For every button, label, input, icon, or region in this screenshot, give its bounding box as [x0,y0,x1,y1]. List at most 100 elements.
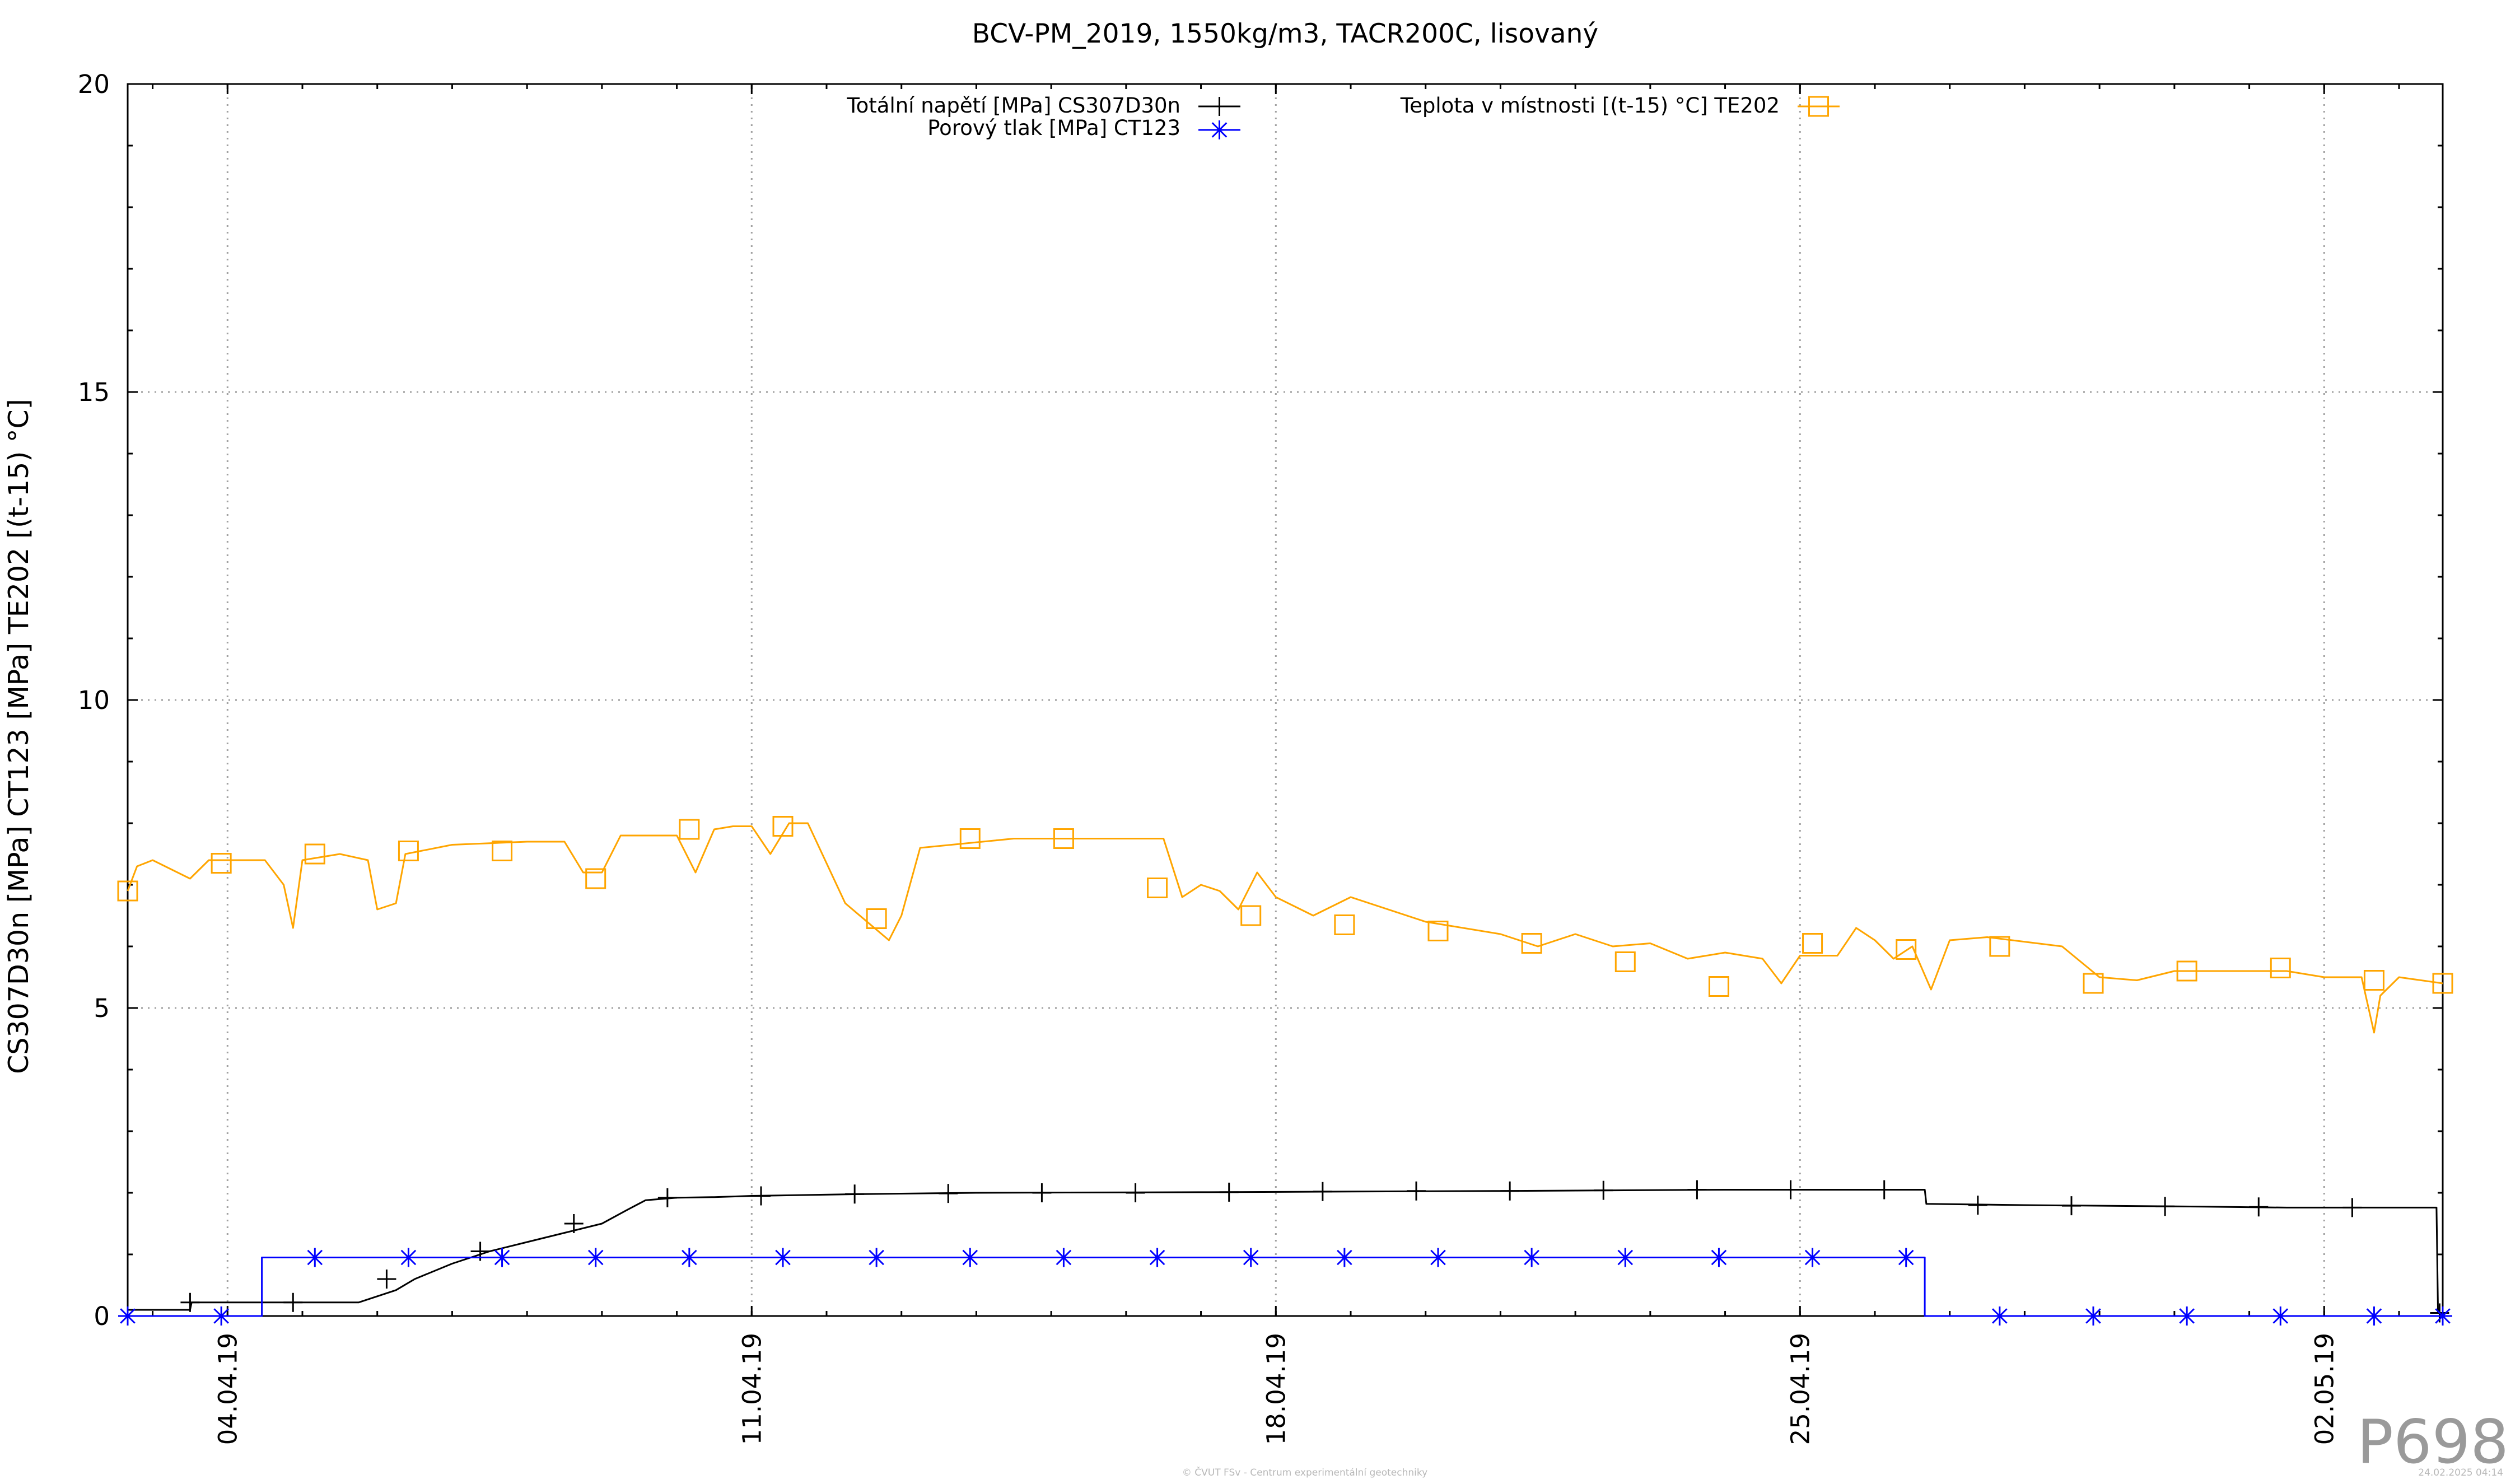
data-point-total-stress [1781,1180,1800,1200]
watermark: P698 [2357,1407,2509,1477]
data-point-room-temperature [1989,936,2010,957]
data-point-total-stress [657,1188,677,1207]
series-layer [117,816,2453,1326]
series-room-temperature [117,816,2453,1034]
data-point-room-temperature [117,880,138,902]
data-point-pore-pressure [586,1248,605,1267]
series-line-room-temperature [127,822,2443,1034]
footer-timestamp: 24.02.2025 04:14 [2418,1467,2503,1478]
y-tick-label: 20 [78,69,110,99]
data-point-room-temperature [866,908,887,929]
data-point-room-temperature [1334,914,1355,935]
x-tick-label: 18.04.19 [1261,1333,1291,1445]
series-line-total-stress [128,1189,2443,1314]
data-point-total-stress [377,1270,396,1289]
data-point-pore-pressure [1990,1306,2009,1326]
data-point-pore-pressure [2084,1306,2103,1326]
data-point-pore-pressure [1896,1248,1916,1267]
x-tick-label: 02.05.19 [2309,1333,2339,1445]
legend-marker-total-stress [1210,97,1229,116]
data-point-total-stress [1594,1180,1613,1200]
data-point-room-temperature [772,816,794,837]
data-point-total-stress [2249,1197,2269,1217]
data-point-pore-pressure [1709,1248,1729,1267]
x-tick-label: 04.04.19 [213,1333,242,1445]
axis-ticks: 0 5 10 15 20 04.04.19 11.04.19 18.04.19 25.04.19… [78,69,2443,1445]
data-point-room-temperature [585,868,606,889]
series-total-stress [128,1180,2449,1323]
footer-copyright: © ČVUT FSv - Centrum experimentální geot… [1182,1466,1427,1478]
data-point-pore-pressure [1054,1248,1074,1267]
data-point-total-stress [1687,1180,1707,1200]
data-point-total-stress [752,1186,771,1206]
data-point-pore-pressure [212,1306,231,1326]
data-point-pore-pressure [1334,1248,1354,1267]
data-point-room-temperature [2176,960,2197,982]
y-tick-label: 15 [78,377,110,407]
data-point-pore-pressure [1147,1248,1167,1267]
x-tick-label: 11.04.19 [737,1333,767,1445]
data-point-pore-pressure [305,1248,325,1267]
legend-label-total-stress: Totální napětí [MPa] CS307D30n [846,94,1180,118]
data-point-room-temperature [2432,973,2453,994]
data-point-room-temperature [1802,933,1823,954]
legend-marker-room-temperature [1808,96,1829,117]
data-point-room-temperature [1053,828,1074,849]
data-point-room-temperature [2083,973,2104,994]
data-point-pore-pressure [2271,1306,2290,1326]
chart-title: BCV-PM_2019, 1550kg/m3, TACR200C, lisova… [972,18,1598,49]
x-tick-label: 25.04.19 [1785,1333,1815,1445]
data-point-total-stress [1313,1182,1332,1201]
y-tick-label: 10 [78,685,110,715]
grid [128,84,2443,1316]
data-point-total-stress [1968,1196,1987,1215]
data-point-pore-pressure [960,1248,980,1267]
data-point-total-stress [939,1184,958,1203]
legend-label-room-temperature: Teplota v místnosti [(t-15) °C] TE202 [1400,94,1780,118]
data-point-pore-pressure [773,1248,792,1267]
data-point-pore-pressure [1803,1248,1822,1267]
y-tick-label: 0 [94,1301,110,1331]
data-point-room-temperature [1708,976,1729,997]
data-point-total-stress [1500,1181,1520,1201]
data-point-pore-pressure [2433,1306,2452,1326]
data-point-total-stress [564,1214,584,1233]
data-point-total-stress [180,1292,200,1312]
data-point-pore-pressure [679,1248,699,1267]
data-point-pore-pressure [118,1306,137,1326]
data-point-room-temperature [492,841,513,861]
data-point-total-stress [2062,1196,2081,1216]
data-point-room-temperature [1521,933,1542,954]
data-point-room-temperature [679,819,700,840]
data-point-pore-pressure [1241,1248,1261,1267]
data-point-total-stress [2155,1197,2175,1216]
data-point-total-stress [845,1184,865,1204]
y-tick-label: 5 [94,993,110,1023]
legend-marker-pore-pressure [1210,120,1229,139]
data-point-room-temperature [1240,905,1262,926]
data-point-room-temperature [1427,921,1449,941]
data-point-total-stress [1126,1183,1145,1202]
data-point-pore-pressure [2364,1306,2384,1326]
data-point-total-stress [1874,1180,1894,1200]
data-point-pore-pressure [492,1248,512,1267]
data-point-room-temperature [304,843,325,865]
data-point-total-stress [1407,1181,1426,1201]
data-point-total-stress [2342,1198,2362,1217]
data-point-room-temperature [211,853,232,874]
data-point-room-temperature [1896,939,1917,960]
data-point-room-temperature [1147,878,1168,898]
legend-label-pore-pressure: Porový tlak [MPa] CT123 [927,116,1180,140]
y-axis-label: CS307D30n [MPa] CT123 [MPa] TE202 [(t-15… [3,399,35,1074]
data-point-total-stress [1032,1183,1052,1202]
data-point-pore-pressure [2177,1306,2197,1326]
data-point-pore-pressure [399,1248,418,1267]
data-point-room-temperature [398,841,419,861]
data-point-pore-pressure [867,1248,886,1267]
data-point-total-stress [283,1292,303,1312]
data-point-total-stress [1219,1182,1239,1202]
data-point-pore-pressure [1616,1248,1635,1267]
series-pore-pressure [118,1248,2452,1326]
data-point-room-temperature [2270,958,2291,978]
